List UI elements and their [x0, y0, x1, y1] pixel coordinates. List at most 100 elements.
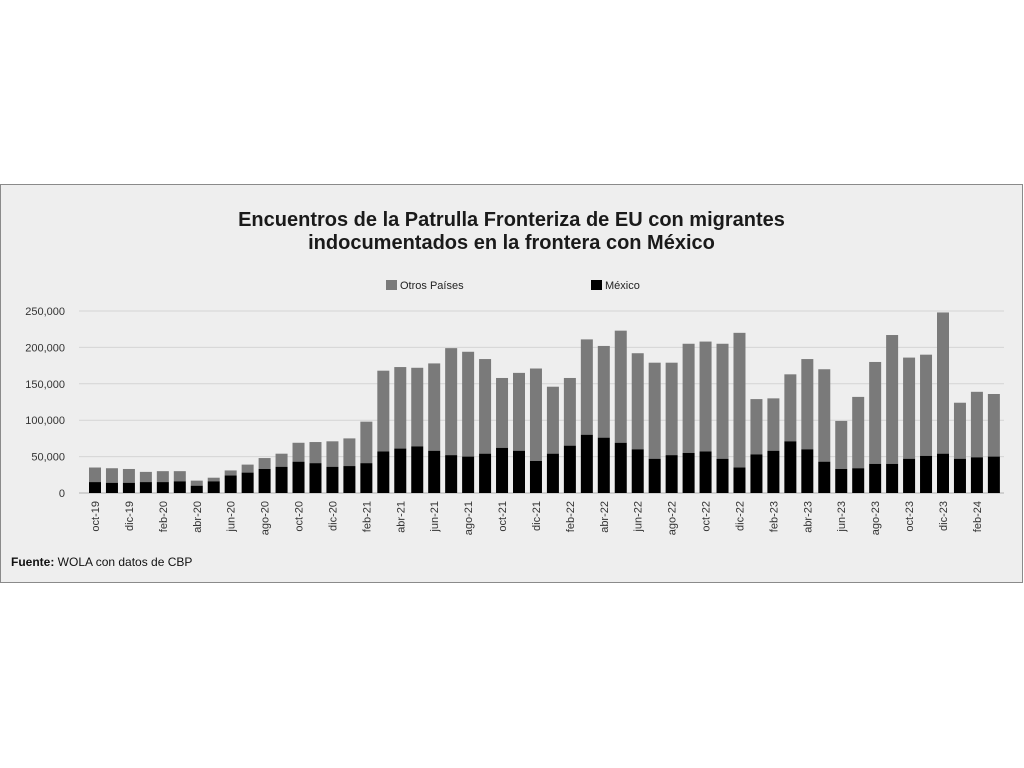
x-tick-label: feb-21	[361, 501, 373, 532]
bar-otros-paises	[920, 354, 933, 456]
bar-mexico	[953, 458, 966, 493]
bar-mexico	[394, 448, 407, 493]
bar-mexico	[852, 468, 865, 493]
bar-mexico	[869, 463, 882, 493]
x-tick-label: dic-23	[938, 501, 950, 531]
bar-mexico	[767, 450, 780, 493]
bar-mexico	[173, 481, 186, 493]
y-tick-label: 50,000	[31, 452, 65, 464]
x-tick-label: oct-22	[701, 501, 713, 532]
bar-otros-paises	[462, 351, 475, 457]
bar-mexico	[597, 437, 610, 493]
bar-otros-paises	[513, 372, 525, 451]
x-tick-label: oct-23	[904, 501, 916, 532]
bar-mexico	[631, 449, 644, 493]
bar-otros-paises	[801, 359, 814, 450]
y-tick-label: 150,000	[25, 379, 65, 391]
bar-otros-paises	[784, 374, 797, 442]
bar-otros-paises	[886, 335, 899, 464]
chart-title-line-2: indocumentados en la frontera con México	[308, 232, 715, 254]
bar-otros-paises	[614, 330, 627, 443]
legend-label: Otros Países	[400, 280, 464, 292]
bar-otros-paises	[309, 442, 322, 464]
x-tick-label: dic-21	[531, 501, 543, 531]
bar-otros-paises	[122, 468, 135, 483]
bar-mexico	[920, 455, 933, 493]
bar-mexico	[343, 466, 356, 493]
x-tick-label: dic-20	[327, 501, 339, 531]
bar-mexico	[411, 446, 424, 493]
x-tick-label: jun-22	[633, 501, 645, 533]
bar-mexico	[513, 450, 525, 493]
bar-otros-paises	[173, 471, 186, 482]
bar-mexico	[241, 472, 254, 493]
x-tick-label: abr-22	[599, 501, 611, 533]
bar-otros-paises	[987, 393, 1000, 457]
bar-otros-paises	[326, 441, 339, 467]
bar-mexico	[733, 467, 746, 493]
bar-otros-paises	[445, 348, 458, 456]
bar-mexico	[784, 441, 797, 493]
bar-mexico	[665, 455, 678, 493]
bar-otros-paises	[818, 369, 831, 462]
bar-otros-paises	[156, 471, 169, 483]
x-tick-label: feb-23	[768, 501, 780, 532]
bar-otros-paises	[258, 458, 271, 469]
legend-swatch	[386, 280, 397, 290]
bar-otros-paises	[869, 361, 882, 464]
x-tick-label: jun-23	[836, 501, 848, 533]
bar-otros-paises	[529, 368, 542, 461]
bar-mexico	[309, 463, 322, 493]
bar-mexico	[529, 460, 542, 493]
bar-otros-paises	[682, 343, 695, 453]
bar-otros-paises	[360, 421, 373, 464]
chart-panel: Encuentros de la Patrulla Fronteriza de …	[0, 184, 1023, 583]
bar-otros-paises	[377, 370, 390, 452]
legend-swatch	[591, 280, 602, 290]
bar-otros-paises	[224, 470, 237, 476]
bar-otros-paises	[546, 386, 559, 454]
bar-otros-paises	[411, 367, 424, 447]
bar-otros-paises	[241, 464, 254, 473]
bar-mexico	[682, 452, 695, 493]
bar-mexico	[445, 455, 458, 493]
bar-mexico	[580, 434, 593, 493]
bar-mexico	[903, 458, 916, 493]
bar-otros-paises	[733, 332, 746, 468]
legend-label: México	[605, 280, 640, 292]
bar-otros-paises	[563, 377, 576, 446]
x-tick-label: ago-22	[667, 501, 679, 535]
bar-mexico	[139, 482, 152, 493]
x-tick-label: oct-20	[294, 501, 306, 532]
bar-mexico	[122, 482, 135, 493]
source-note: Fuente: WOLA con datos de CBP	[11, 555, 192, 569]
bar-otros-paises	[275, 453, 288, 467]
bar-mexico	[326, 466, 339, 493]
bar-otros-paises	[750, 399, 763, 455]
bar-otros-paises	[937, 312, 949, 454]
bar-otros-paises	[207, 477, 220, 482]
bar-otros-paises	[903, 357, 916, 459]
source-text: WOLA con datos de CBP	[54, 555, 193, 569]
bar-mexico	[275, 466, 288, 493]
y-tick-label: 100,000	[25, 415, 65, 427]
bar-mexico	[835, 468, 848, 493]
bar-mexico	[818, 461, 831, 493]
x-tick-label: dic-19	[124, 501, 136, 531]
bar-mexico	[886, 463, 899, 493]
bar-otros-paises	[852, 396, 865, 469]
stacked-bar-chart: 0 50,000 100,000 150,000 200,000 250,000 oct-1…	[25, 280, 1004, 535]
x-tick-label: dic-22	[734, 501, 746, 531]
bar-otros-paises	[648, 362, 661, 459]
bar-mexico	[89, 482, 101, 493]
bar-otros-paises	[394, 367, 407, 449]
bar-otros-paises	[139, 471, 152, 483]
bar-mexico	[479, 453, 492, 493]
x-tick-label: ago-21	[463, 501, 475, 535]
bar-otros-paises	[953, 402, 966, 459]
bar-mexico	[190, 485, 203, 493]
x-tick-label: abr-20	[192, 501, 204, 533]
bar-otros-paises	[631, 353, 644, 450]
bar-mexico	[970, 457, 983, 493]
bar-mexico	[716, 458, 729, 493]
